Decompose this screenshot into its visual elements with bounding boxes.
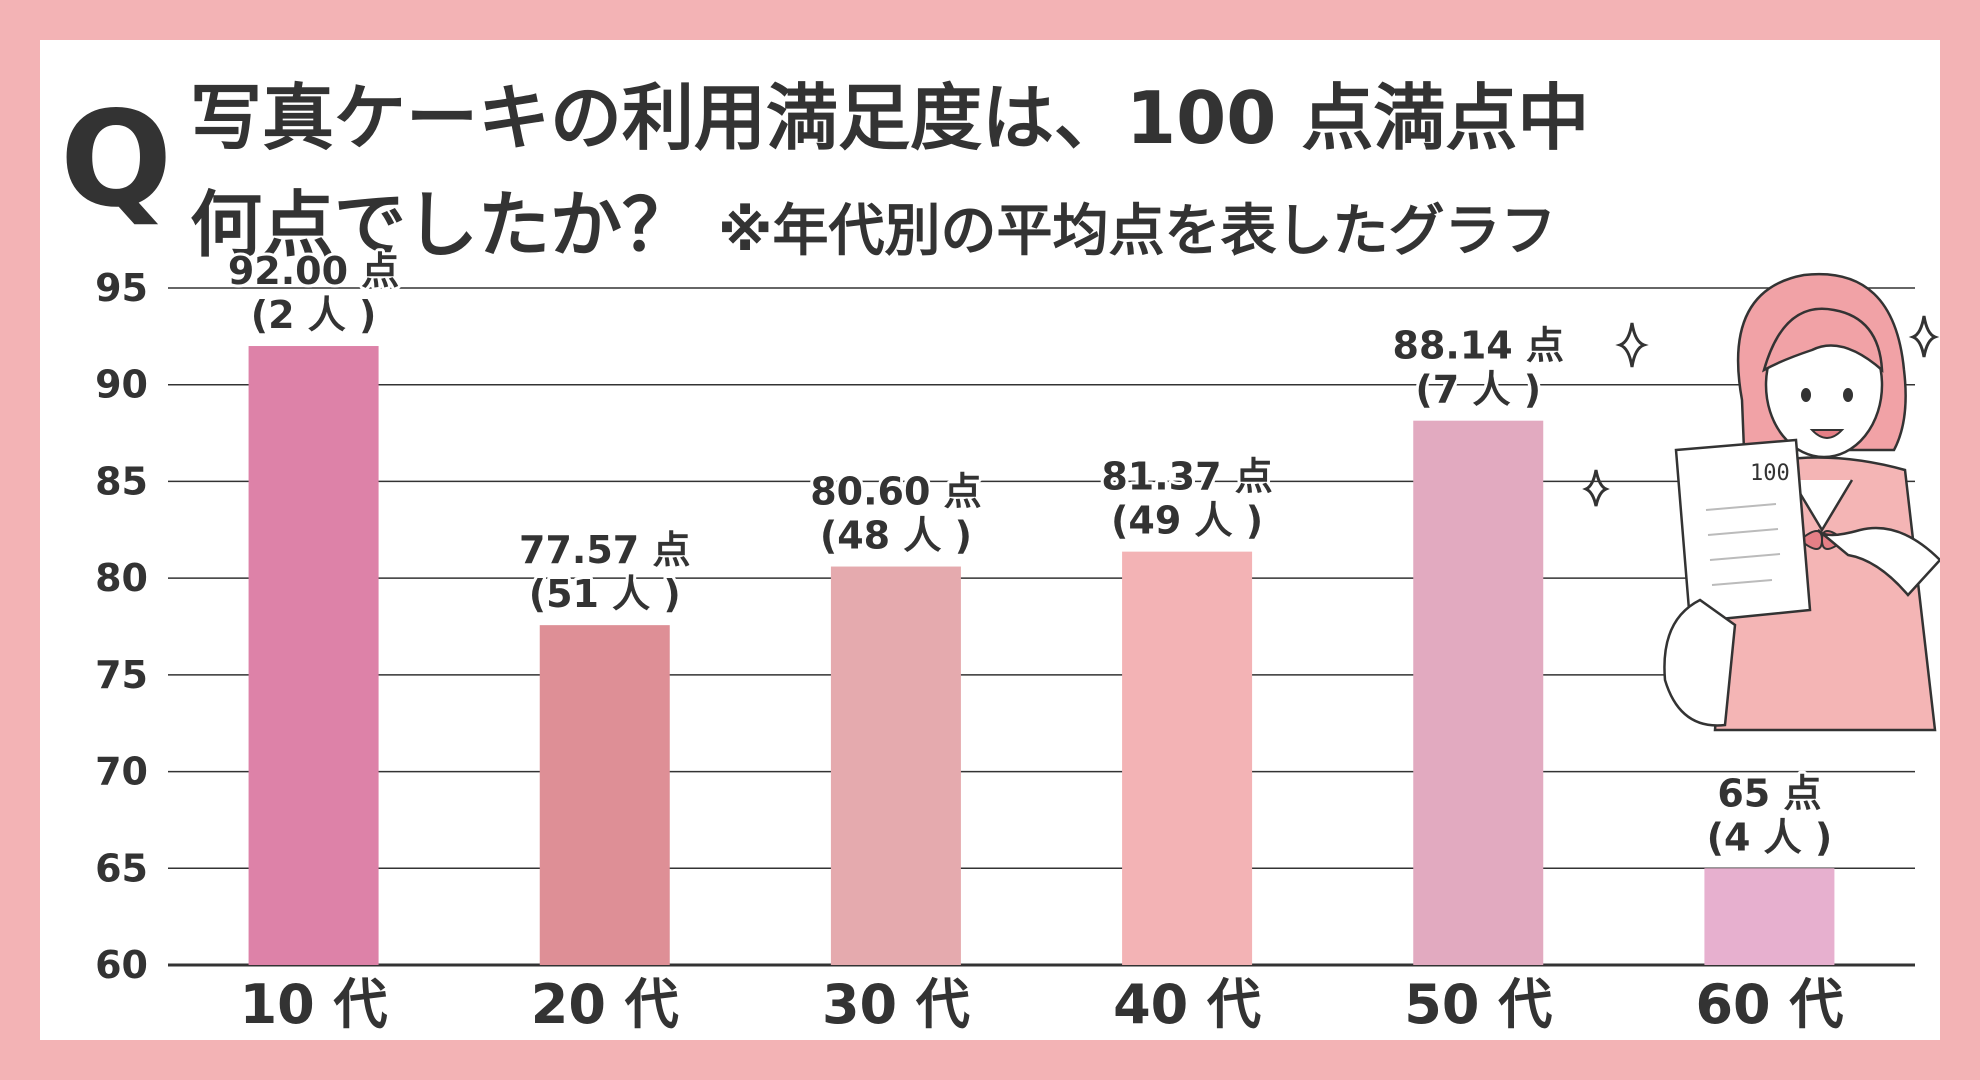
bar-value-label: 92.00 点 (228, 249, 399, 293)
bar-value-label: 80.60 点 (810, 470, 981, 514)
bars (248, 346, 1835, 965)
bar-count-label: (4 人 ) (1707, 815, 1833, 859)
bar-value-label: 65 点 (1717, 771, 1821, 815)
test-score-mark: 100 (1750, 461, 1790, 486)
bar-value-label: 81.37 点 (1101, 455, 1272, 499)
sparkle-icon (1582, 469, 1610, 507)
sparkle-icon (1908, 315, 1940, 358)
y-tick-label: 80 (95, 556, 148, 600)
bar-value-label: 77.57 点 (519, 528, 690, 572)
smile-icon (1809, 429, 1845, 439)
y-tick-label: 85 (95, 459, 148, 503)
bar-value-label: 88.14 点 (1393, 324, 1564, 368)
eye-left-icon (1801, 388, 1811, 402)
bar (1122, 551, 1253, 965)
bangs-shape (1761, 307, 1884, 373)
x-category-label: 50 代 (1404, 973, 1552, 1036)
woman-holding-test-illustration: 100 (1582, 272, 1940, 732)
right-arm-shape (1816, 526, 1940, 597)
bar (830, 566, 961, 965)
gridlines (168, 287, 1915, 967)
chart-title-question: 何点でしたか？ (190, 183, 695, 267)
y-tick-label: 70 (95, 750, 148, 794)
x-category-label: 30 代 (822, 973, 970, 1036)
x-category-label: 60 代 (1695, 973, 1843, 1036)
bar (1413, 420, 1544, 965)
paper-lines-shape (1705, 503, 1781, 586)
collar-shape (1790, 479, 1854, 533)
y-tick-label: 90 (95, 363, 148, 407)
bar-count-label: (51 人 ) (529, 572, 681, 616)
sparkle-icon (1615, 322, 1649, 368)
y-tick-label: 75 (95, 653, 148, 697)
chart-subtitle-note: ※年代別の平均点を表したグラフ (718, 199, 1557, 264)
question-mark-label: Q (60, 83, 173, 237)
bar-count-label: (49 人 ) (1111, 499, 1263, 543)
chart-card: Q 写真ケーキの利用満足度は、100 点満点中 何点でしたか？ ※年代別の平均点を… (40, 40, 1940, 1040)
bar-count-label: (7 人 ) (1415, 368, 1541, 412)
x-category-label: 10 代 (240, 973, 388, 1036)
bar (1704, 868, 1835, 965)
data-labels: 92.00 点(2 人 ) 77.57 点(51 人 ) 80.60 点(48 人 … (225, 246, 1835, 862)
x-category-label: 20 代 (531, 973, 679, 1036)
left-arm-shape (1663, 598, 1737, 727)
y-axis-ticks: 95 90 85 80 75 70 65 60 (95, 266, 148, 987)
y-tick-label: 60 (95, 943, 148, 987)
bar (539, 625, 670, 965)
bar-count-label: (2 人 ) (251, 293, 377, 337)
y-tick-label: 65 (95, 846, 148, 890)
bar-chart: 95 90 85 80 75 70 65 60 92.00 点(2 人 ) 77.57 点(51… (95, 246, 1940, 1036)
chart-title-line1: 写真ケーキの利用満足度は、100 点満点中 (190, 76, 1590, 160)
x-category-label: 40 代 (1113, 973, 1261, 1036)
eye-right-icon (1843, 388, 1853, 402)
y-tick-label: 95 (95, 266, 148, 310)
bar (248, 346, 379, 965)
x-axis-categories: 10 代 20 代 30 代 40 代 50 代 60 代 (240, 973, 1844, 1036)
bar-count-label: (48 人 ) (820, 514, 972, 558)
chart-title-line2: 何点でしたか？ ※年代別の平均点を表したグラフ (190, 175, 1556, 295)
